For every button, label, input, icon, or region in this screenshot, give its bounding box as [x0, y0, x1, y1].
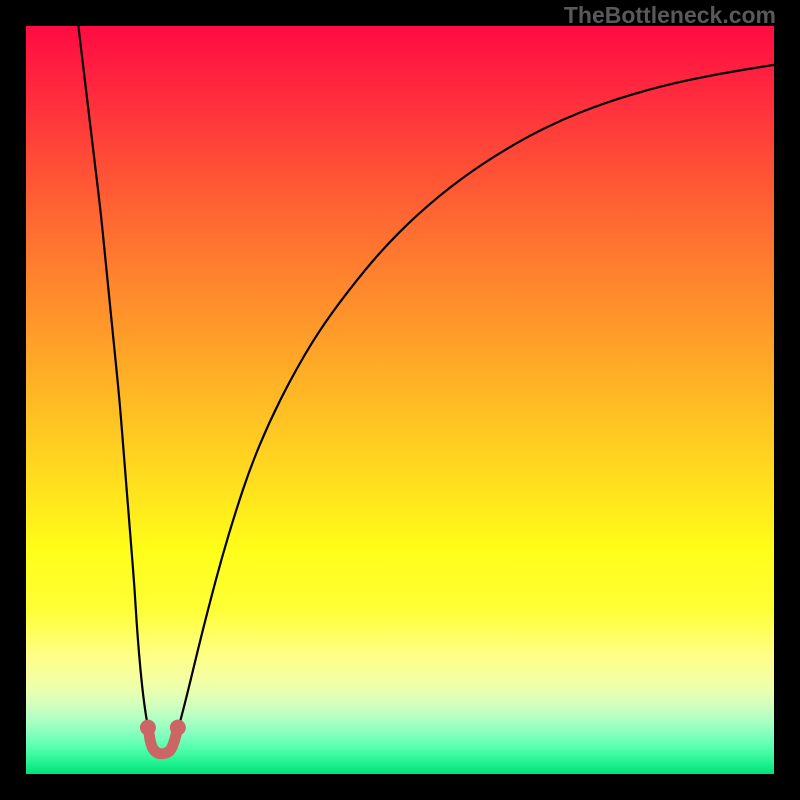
gradient-background	[26, 26, 774, 774]
watermark-text: TheBottleneck.com	[564, 2, 776, 29]
valley-marker-dot-0	[140, 720, 156, 736]
bottleneck-curve-chart	[26, 26, 774, 774]
chart-container: TheBottleneck.com	[0, 0, 800, 800]
plot-area	[26, 26, 774, 774]
valley-marker-dot-1	[170, 720, 186, 736]
